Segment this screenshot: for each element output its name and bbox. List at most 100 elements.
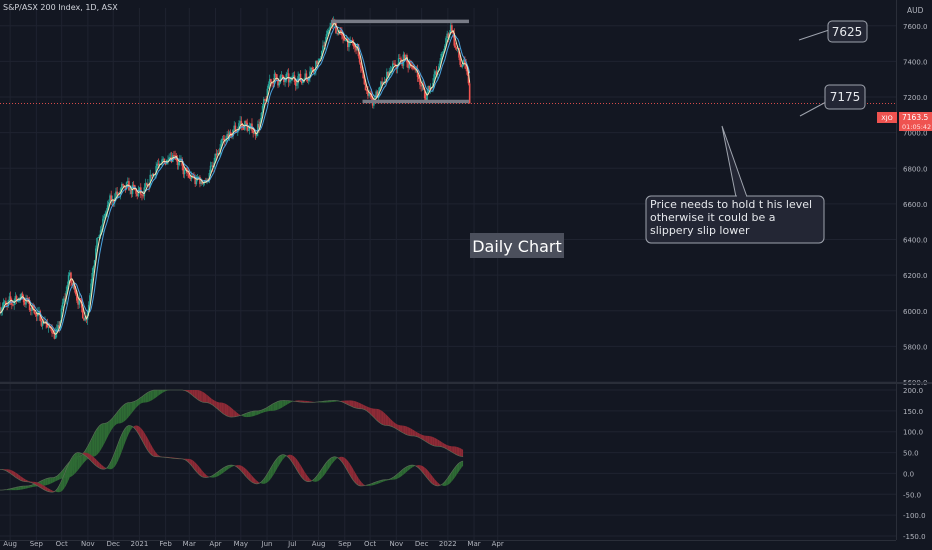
callout-resistance[interactable]: 7625: [798, 20, 868, 43]
candle-body: [35, 314, 38, 317]
slow-ribbon-segment: [250, 411, 252, 417]
last-price-bg: [899, 112, 932, 131]
candle-body: [274, 73, 277, 75]
candle-body: [234, 125, 237, 132]
candle-body: [294, 81, 297, 86]
candle-body: [337, 33, 340, 35]
candle-body: [289, 80, 291, 83]
candle-body: [399, 58, 401, 59]
candle-body: [150, 174, 153, 176]
fast-ribbon-segment: [461, 460, 464, 468]
candle-body: [427, 85, 430, 93]
candle-body: [257, 124, 259, 133]
slow-ribbon-segment: [363, 404, 366, 410]
fast-ribbon-segment: [354, 472, 357, 485]
fast-ribbon-segment: [21, 477, 24, 482]
callout-note[interactable]: Price needs to hold t his level otherwis…: [645, 125, 825, 244]
candle-body: [261, 105, 264, 113]
slow-ribbon-segment: [116, 410, 119, 425]
candle-body: [367, 90, 369, 96]
slow-ribbon-segment: [147, 391, 149, 403]
candle-body: [419, 78, 421, 85]
fast-ribbon-segment: [67, 462, 70, 483]
candle-body: [183, 169, 186, 175]
slow-ribbon-segment: [447, 445, 450, 451]
slow-ribbon-segment: [201, 390, 203, 403]
candle-body: [326, 31, 329, 35]
fast-ribbon-segment: [62, 474, 65, 491]
candle-body: [255, 132, 258, 136]
candle-body: [142, 195, 144, 197]
candle-body: [395, 65, 398, 69]
candle-body: [155, 166, 157, 175]
slow-ribbon-segment: [228, 405, 230, 417]
slow-ribbon-segment: [113, 415, 115, 428]
slow-ribbon-segment: [16, 486, 19, 491]
candle-body: [47, 326, 50, 328]
candle-body: [14, 296, 17, 301]
candle-body: [378, 86, 381, 92]
candle-body: [124, 186, 127, 190]
fast-ribbon-segment: [422, 465, 425, 475]
slow-ribbon-segment: [329, 400, 332, 403]
candle-body: [266, 88, 269, 102]
candle-body: [438, 66, 440, 71]
fast-ribbon-segment: [126, 425, 129, 439]
fast-ribbon-segment: [295, 458, 298, 472]
slow-ribbon-segment: [148, 391, 151, 402]
slow-ribbon-segment: [204, 392, 207, 403]
slow-ribbon-segment: [446, 444, 448, 450]
slow-ribbon-segment: [192, 390, 195, 397]
slow-ribbon-segment: [265, 407, 268, 412]
date-tick-label: Feb: [159, 540, 172, 548]
slow-ribbon-segment: [415, 431, 418, 437]
fast-ribbon-segment: [332, 456, 335, 463]
candle-body: [48, 326, 51, 328]
candle-body: [5, 301, 7, 306]
slow-ribbon-segment: [143, 394, 146, 403]
candle-body: [277, 80, 279, 86]
slow-ribbon-segment: [288, 400, 291, 404]
callout-support[interactable]: 7175: [799, 84, 866, 117]
slow-ribbon-segment: [419, 433, 421, 439]
candle-body: [93, 260, 96, 267]
price-tick-label: 6400.0: [903, 237, 928, 245]
fast-ribbon-line: [0, 425, 464, 493]
candle-body: [323, 45, 325, 47]
slow-ribbon-segment: [98, 425, 100, 454]
slow-ribbon-segment: [145, 392, 148, 403]
slow-ribbon-segment: [49, 477, 51, 485]
slow-ribbon-segment: [305, 400, 308, 403]
candle-body: [394, 63, 396, 66]
fast-ribbon-segment: [349, 463, 352, 478]
slow-ribbon-segment: [351, 400, 354, 408]
slow-ribbon-segment: [395, 423, 398, 430]
fast-ribbon-segment: [324, 462, 327, 475]
slow-ribbon-segment: [103, 423, 105, 446]
slow-ribbon-segment: [109, 419, 112, 433]
fast-ribbon-segment: [157, 453, 159, 457]
candle-body: [116, 191, 118, 195]
slow-ribbon-segment: [45, 478, 48, 486]
candle-body: [173, 155, 175, 156]
candle-body: [298, 73, 301, 77]
candle-body: [461, 64, 464, 67]
candle-body: [352, 42, 355, 47]
slow-ribbon-segment: [199, 390, 202, 402]
candle-body: [368, 92, 370, 96]
candle-body: [268, 79, 271, 85]
fast-ribbon-segment: [297, 460, 300, 474]
candle-body: [361, 68, 363, 71]
slow-ribbon-segment: [15, 487, 17, 491]
slow-ribbon-segment: [437, 439, 440, 447]
candle-body: [226, 134, 228, 139]
candle-body: [119, 188, 122, 195]
candle-body: [306, 78, 309, 81]
candle-body: [239, 120, 241, 124]
slow-ribbon-segment: [160, 390, 163, 395]
fast-ribbon-segment: [94, 458, 97, 467]
slow-ribbon-segment: [18, 486, 21, 490]
candle-body: [21, 293, 24, 298]
